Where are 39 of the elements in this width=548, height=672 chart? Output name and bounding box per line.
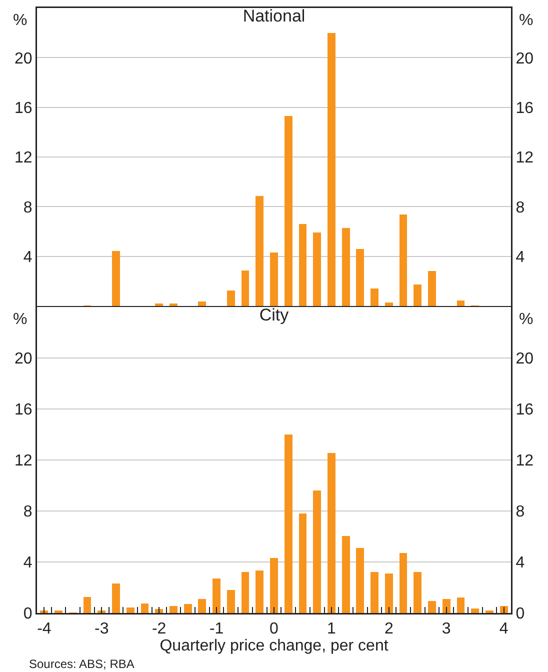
x-tick-label: 0: [270, 620, 279, 638]
y2-tick-label: 12: [516, 150, 534, 167]
x-tick-label: 2: [384, 620, 394, 638]
y-tick-label: 0: [23, 606, 32, 623]
y-tick-label: 8: [23, 504, 32, 521]
x-axis-title: Quarterly price change, per cent: [160, 638, 389, 655]
y2-tick-label: 20: [516, 50, 534, 68]
y-tick-label: 16: [14, 402, 32, 419]
x-tick-label: -3: [94, 620, 109, 638]
x-tick-label: -4: [37, 620, 52, 638]
chart-title: National: [242, 6, 306, 26]
y-tick-label: 12: [14, 150, 32, 167]
y2-tick-label: 16: [516, 402, 534, 419]
y-tick-label: 8: [23, 199, 32, 216]
y2-tick-label: 0: [516, 606, 525, 623]
y2-tick-label: 12: [516, 452, 534, 470]
source-note: Sources: ABS; RBA: [29, 657, 134, 671]
y-tick-label: 16: [14, 100, 32, 117]
x-tick-label: 3: [442, 620, 451, 638]
y-tick-label: 20: [14, 350, 32, 368]
y-axis-title: %: [13, 12, 28, 29]
y-tick-label: 4: [23, 554, 32, 572]
y-tick-label: 4: [23, 248, 32, 266]
chart-title: City: [259, 305, 290, 324]
x-tick-label: -1: [209, 620, 224, 638]
y2-tick-label: 8: [516, 504, 525, 521]
y2-tick-label: 8: [516, 199, 525, 216]
y2-tick-label: 20: [516, 350, 534, 368]
y2-tick-label: 4: [516, 554, 525, 572]
y2-tick-label: 4: [516, 248, 525, 266]
x-tick-label: 4: [499, 620, 508, 638]
y2-tick-label: 16: [516, 100, 534, 117]
y-axis-title: %: [13, 311, 28, 328]
y-tick-label: 20: [14, 50, 32, 68]
y2-axis-title: %: [519, 311, 534, 328]
x-tick-label: -2: [152, 620, 166, 638]
x-tick-label: 1: [326, 620, 336, 638]
y2-axis-title: %: [519, 12, 534, 29]
y-tick-label: 12: [14, 452, 32, 470]
